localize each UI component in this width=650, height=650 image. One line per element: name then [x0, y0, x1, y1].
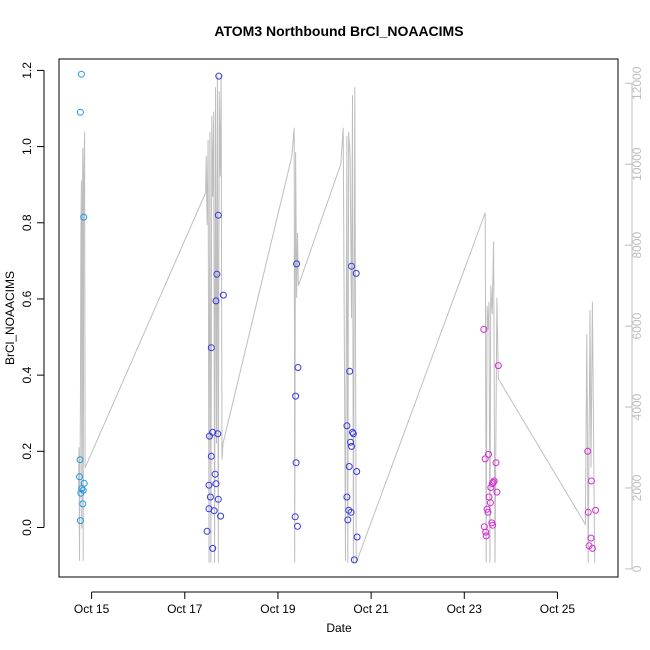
data-point — [347, 438, 355, 446]
chart-title: ATOM3 Northbound BrCl_NOAACIMS — [214, 23, 463, 39]
x-tick-label: Oct 17 — [167, 602, 203, 616]
data-point — [219, 291, 227, 299]
data-point — [214, 495, 222, 503]
data-point — [482, 532, 490, 540]
data-point — [349, 428, 356, 436]
data-point — [217, 512, 225, 520]
data-point — [587, 477, 595, 485]
data-point — [492, 459, 500, 467]
data-point — [350, 556, 358, 564]
data-point — [592, 506, 600, 514]
data-point — [78, 485, 86, 493]
x-tick-label: Oct 21 — [353, 602, 389, 616]
data-point — [493, 488, 501, 496]
data-point — [205, 481, 213, 489]
y-tick-label: 0.0 — [20, 519, 34, 536]
data-point — [484, 508, 492, 516]
y-tick-label: 1.0 — [20, 138, 34, 155]
data-point — [76, 517, 84, 525]
data-point — [353, 533, 361, 541]
x-tick-label: Oct 19 — [260, 602, 296, 616]
data-point — [214, 430, 222, 438]
y-tick-label: 0.8 — [20, 214, 34, 231]
data-point — [353, 468, 361, 475]
x-tick-label: Oct 23 — [447, 602, 483, 616]
data-point — [215, 72, 223, 80]
data-point — [294, 522, 301, 530]
altitude-line — [78, 75, 596, 563]
data-point — [494, 362, 502, 370]
data-point — [211, 470, 219, 478]
data-point — [80, 213, 88, 221]
data-point — [352, 269, 360, 277]
data-point — [293, 260, 301, 268]
y-tick-label: 0.2 — [20, 443, 34, 460]
data-point — [343, 422, 351, 430]
data-point — [343, 493, 351, 501]
data-point — [480, 325, 488, 333]
data-point — [344, 516, 352, 524]
data-point — [488, 480, 496, 488]
x-tick-label: Oct 25 — [540, 602, 576, 616]
plot-frame — [58, 58, 619, 578]
data-point — [482, 528, 490, 536]
x-axis-label: Date — [326, 621, 352, 635]
data-point — [214, 211, 222, 219]
data-point — [212, 480, 220, 488]
data-point — [292, 392, 300, 400]
data-point — [481, 455, 489, 463]
x-axis: Oct 15 Oct 17 Oct 19 Oct 21 Oct 23 Oct 25 — [74, 591, 576, 616]
y2-tick-label: 10000 — [630, 147, 644, 181]
data-point — [483, 505, 491, 513]
data-point — [349, 430, 357, 438]
data-point — [348, 262, 355, 270]
y2-tick-label: 2000 — [630, 474, 644, 501]
data-point — [76, 456, 84, 464]
data-point — [213, 270, 221, 278]
data-point — [485, 450, 492, 458]
data-point — [584, 447, 592, 455]
data-point — [294, 364, 302, 371]
data-point — [587, 534, 595, 542]
data-point — [212, 297, 220, 305]
data-point — [206, 493, 214, 501]
data-point — [489, 521, 497, 529]
data-point — [291, 513, 299, 521]
data-point — [206, 432, 213, 440]
data-point — [210, 507, 218, 515]
data-point — [347, 508, 355, 516]
y2-tick-label: 12000 — [630, 66, 644, 100]
data-point — [487, 484, 495, 491]
data-point — [348, 442, 355, 450]
data-point — [207, 344, 215, 352]
data-point — [76, 473, 83, 481]
data-point — [486, 499, 494, 507]
data-point — [77, 70, 85, 78]
data-point — [76, 108, 84, 116]
data-point — [584, 508, 592, 516]
y-tick-label: 0.6 — [20, 290, 34, 307]
data-point — [203, 527, 211, 535]
data-point — [209, 544, 217, 552]
y2-tick-label: 6000 — [630, 312, 644, 339]
data-point — [79, 500, 87, 508]
data-point — [346, 367, 354, 375]
data-points-group — [76, 70, 600, 564]
y-axis-label: BrCl_NOAACIMS — [3, 271, 17, 365]
y-tick-label: 1.2 — [20, 62, 34, 79]
y2-tick-label: 8000 — [630, 232, 644, 259]
y-tick-label: 0.4 — [20, 366, 34, 383]
y-axis-left: 0.0 0.2 0.4 0.6 0.8 1.0 1.2 — [20, 62, 45, 536]
y2-tick-label: 4000 — [630, 393, 644, 420]
data-point — [292, 459, 300, 467]
y2-tick-label: 0 — [630, 565, 644, 572]
data-point — [77, 489, 85, 497]
data-point — [207, 452, 215, 460]
data-point — [345, 463, 353, 470]
altitude-line-group — [78, 75, 596, 563]
y-axis-right: 0 2000 4000 6000 8000 10000 12000 — [625, 66, 644, 572]
data-point — [588, 544, 596, 552]
x-tick-label: Oct 15 — [74, 602, 110, 616]
